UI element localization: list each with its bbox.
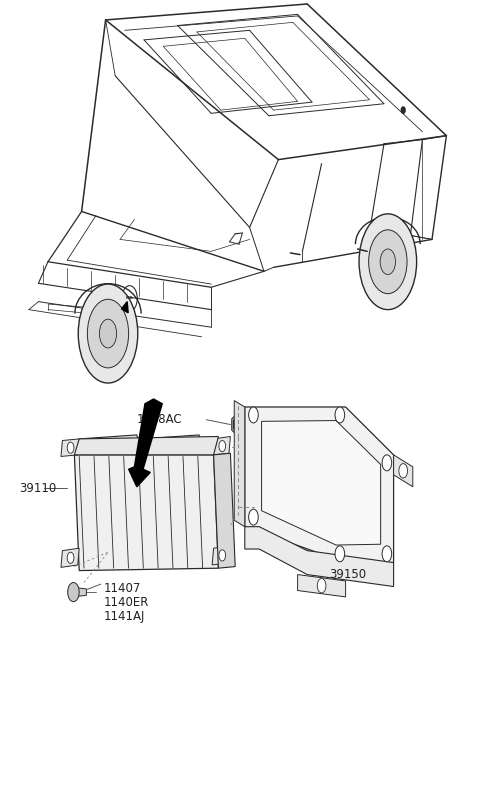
Circle shape: [382, 546, 392, 562]
Polygon shape: [212, 437, 230, 455]
Circle shape: [219, 550, 226, 561]
Polygon shape: [245, 527, 394, 587]
Circle shape: [67, 552, 74, 563]
Text: 1338AC: 1338AC: [137, 413, 182, 426]
Circle shape: [335, 407, 345, 423]
Circle shape: [249, 407, 258, 423]
Circle shape: [335, 546, 345, 562]
Polygon shape: [232, 413, 243, 436]
Polygon shape: [74, 455, 218, 571]
Circle shape: [380, 249, 396, 275]
Circle shape: [219, 440, 226, 452]
Polygon shape: [61, 439, 79, 456]
Polygon shape: [163, 437, 174, 455]
Polygon shape: [79, 435, 142, 457]
Polygon shape: [394, 455, 413, 487]
Polygon shape: [121, 302, 128, 313]
Circle shape: [317, 579, 326, 593]
Text: 1140ER: 1140ER: [103, 596, 149, 609]
Circle shape: [78, 284, 138, 383]
Circle shape: [249, 509, 258, 525]
Polygon shape: [61, 548, 79, 567]
Circle shape: [87, 299, 129, 368]
Circle shape: [99, 319, 117, 348]
Polygon shape: [74, 437, 218, 455]
Polygon shape: [212, 546, 230, 565]
Polygon shape: [142, 435, 203, 457]
Text: 1141AJ: 1141AJ: [103, 610, 144, 623]
Circle shape: [399, 464, 408, 478]
Polygon shape: [73, 587, 86, 597]
Text: KIA: KIA: [126, 296, 133, 301]
Polygon shape: [109, 438, 117, 454]
Polygon shape: [85, 438, 93, 454]
Polygon shape: [121, 438, 129, 454]
Circle shape: [382, 455, 392, 471]
Text: 11407: 11407: [103, 582, 141, 595]
Circle shape: [359, 214, 417, 310]
Polygon shape: [262, 421, 381, 545]
Polygon shape: [234, 401, 245, 527]
Circle shape: [369, 230, 407, 294]
Circle shape: [68, 583, 79, 602]
Polygon shape: [97, 438, 105, 454]
Circle shape: [67, 442, 74, 453]
Polygon shape: [298, 575, 346, 597]
Polygon shape: [214, 453, 235, 568]
Circle shape: [401, 107, 405, 113]
Text: 39150: 39150: [329, 568, 366, 581]
Text: 39110: 39110: [19, 482, 57, 495]
Polygon shape: [129, 399, 162, 487]
Polygon shape: [147, 437, 158, 455]
Polygon shape: [179, 437, 190, 455]
Polygon shape: [245, 407, 394, 563]
